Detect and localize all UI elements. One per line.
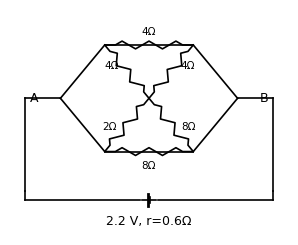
Text: 4Ω: 4Ω <box>142 27 156 37</box>
Text: B: B <box>260 92 268 105</box>
Text: 4Ω: 4Ω <box>180 61 195 71</box>
Text: 2.2 V, r=0.6Ω: 2.2 V, r=0.6Ω <box>106 215 192 228</box>
Text: 2Ω: 2Ω <box>102 122 117 132</box>
Text: A: A <box>30 92 38 105</box>
Text: 8Ω: 8Ω <box>181 122 196 132</box>
Text: 8Ω: 8Ω <box>142 161 156 171</box>
Text: 4Ω: 4Ω <box>105 61 119 71</box>
